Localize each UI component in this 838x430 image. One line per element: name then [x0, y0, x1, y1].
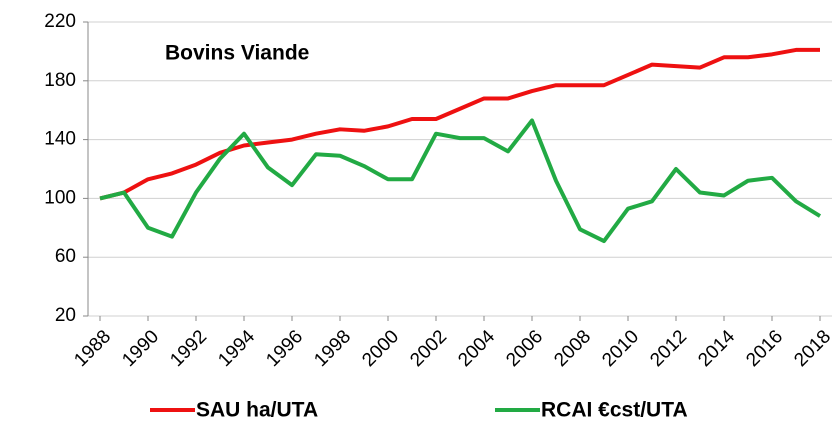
x-tick-label: 1994: [214, 326, 259, 371]
y-tick-label: 140: [44, 129, 76, 150]
x-tick-label: 1998: [310, 326, 355, 371]
legend-label: SAU ha/UTA: [196, 399, 318, 422]
x-tick-label: 2006: [502, 326, 547, 371]
series-line: [99, 118, 822, 244]
x-tick-label: 2000: [358, 326, 403, 371]
x-tick-label: 2002: [406, 326, 451, 371]
x-tick-label: 2010: [598, 326, 643, 371]
series-line: [99, 47, 820, 201]
x-tick-label: 2008: [550, 326, 595, 371]
y-tick-label: 20: [55, 305, 76, 326]
y-tick-label: 60: [55, 246, 76, 267]
x-tick-label: 2014: [694, 326, 739, 371]
annotation: Bovins Viande: [165, 42, 309, 65]
x-tick-label: 1988: [70, 326, 115, 371]
x-tick-label: 1990: [118, 326, 163, 371]
y-tick-label: 100: [44, 187, 76, 208]
legend-label: RCAI €cst/UTA: [541, 399, 688, 422]
x-tick-label: 2016: [742, 326, 787, 371]
y-tick-label: 220: [44, 11, 76, 32]
x-tick-label: 2012: [646, 326, 691, 371]
x-tick-label: 2018: [790, 326, 835, 371]
y-tick-label: 180: [44, 70, 76, 91]
x-tick-label: 1996: [262, 326, 307, 371]
x-tick-label: 2004: [454, 326, 499, 371]
x-tick-label: 1992: [166, 326, 211, 371]
